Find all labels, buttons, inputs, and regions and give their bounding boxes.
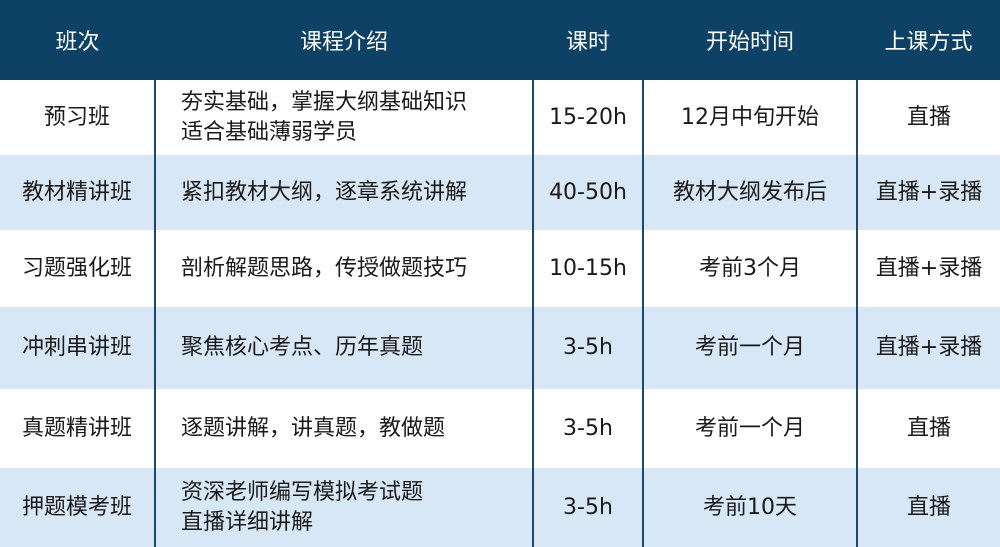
intro-line: 资深老师编写模拟考试题: [181, 479, 424, 505]
class-name: 真题精讲班: [21, 415, 132, 441]
header-intro: 课程介绍: [155, 0, 533, 80]
start-time: 考前一个月: [642, 307, 857, 389]
header-start: 开始时间: [643, 0, 857, 80]
course-hours: 15-20h: [532, 80, 643, 155]
course-intro: 夯实基础，掌握大纲基础知识 适合基础薄弱学员: [154, 80, 533, 155]
class-name: 教材精讲班: [0, 155, 155, 230]
intro-line: 聚焦核心考点、历年真题: [181, 335, 424, 360]
course-hours: 3-5h: [532, 468, 643, 547]
course-hours: 3-5h: [532, 307, 643, 389]
course-intro: 聚焦核心考点、历年真题: [154, 307, 533, 389]
delivery-mode: 直播: [856, 80, 1000, 155]
delivery-mode: 直播+录播: [856, 230, 1000, 307]
delivery-mode: 直播+录播: [856, 307, 1000, 389]
delivery-mode: 直播: [856, 468, 1000, 547]
start-time: 12月中旬开始: [642, 80, 857, 155]
intro-line: 紧扣教材大纲，逐章系统讲解: [181, 179, 468, 205]
delivery-mode: 直播+录播: [856, 155, 1000, 230]
intro-line: 逐题讲解，讲真题，教做题: [181, 415, 446, 441]
header-hours: 课时: [533, 0, 643, 80]
table-row: 预习班 夯实基础，掌握大纲基础知识 适合基础薄弱学员 15-20h 12月中旬开始 直播: [0, 80, 1000, 155]
course-hours: 40-50h: [532, 155, 643, 230]
intro-line: 夯实基础，掌握大纲基础知识: [181, 89, 468, 115]
intro-line: 适合基础薄弱学员: [181, 119, 358, 145]
course-hours: 10-15h: [532, 230, 643, 307]
intro-line: 剖析解题思路，传授做题技巧: [181, 255, 468, 281]
start-time: 考前一个月: [642, 389, 857, 468]
course-intro: 紧扣教材大纲，逐章系统讲解: [154, 155, 533, 230]
header-row: 班次 课程介绍 课时 开始时间 上课方式: [0, 0, 1000, 80]
course-intro: 剖析解题思路，传授做题技巧: [154, 230, 533, 307]
delivery-mode: 直播: [856, 389, 1000, 468]
table-row: 习题强化班 剖析解题思路，传授做题技巧 10-15h 考前3个月 直播+录播: [0, 230, 1000, 307]
table-row: 真题精讲班 逐题讲解，讲真题，教做题 3-5h 考前一个月 直播: [0, 389, 1000, 468]
course-intro: 逐题讲解，讲真题，教做题: [154, 389, 533, 468]
course-intro: 资深老师编写模拟考试题 直播详细讲解: [154, 468, 533, 547]
table-row: 冲刺串讲班 聚焦核心考点、历年真题 3-5h 考前一个月 直播+录播: [0, 307, 1000, 389]
table-row: 押题模考班 资深老师编写模拟考试题 直播详细讲解 3-5h 考前10天 直播: [0, 468, 1000, 547]
class-name: 冲刺串讲班: [0, 307, 155, 389]
course-hours: 3-5h: [532, 389, 643, 468]
class-name: 习题强化班: [21, 255, 132, 281]
start-time: 教材大纲发布后: [642, 155, 857, 230]
class-name: 预习班: [43, 104, 110, 130]
start-time: 考前10天: [642, 468, 857, 547]
class-name: 押题模考班: [0, 468, 155, 547]
header-class: 班次: [0, 0, 155, 80]
table-row: 教材精讲班 紧扣教材大纲，逐章系统讲解 40-50h 教材大纲发布后 直播+录播: [0, 155, 1000, 230]
header-mode: 上课方式: [857, 0, 1000, 80]
intro-line: 直播详细讲解: [181, 509, 314, 535]
start-time: 考前3个月: [642, 230, 857, 307]
